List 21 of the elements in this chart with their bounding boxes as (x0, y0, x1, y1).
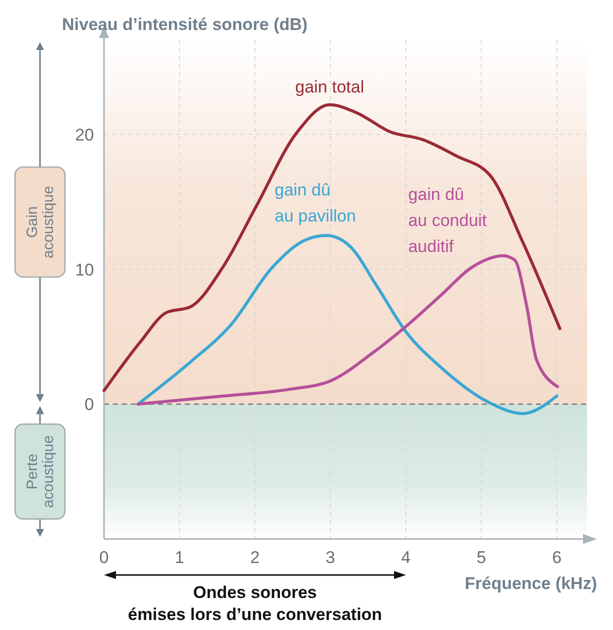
x-tick-label: 3 (326, 548, 336, 567)
y-tick-label: 10 (75, 260, 94, 280)
x-tick-label: 4 (401, 548, 411, 567)
line-series (136, 234, 558, 416)
line-series (102, 103, 562, 392)
y-axis-title: Niveau d’intensité sonore (dB) (62, 15, 308, 34)
line-series (136, 254, 560, 406)
x-axis-title: Fréquence (kHz) (464, 574, 597, 593)
text: Ondes sonores émises lors d’une conversation (128, 583, 382, 624)
y-tick-label: 0 (84, 395, 94, 414)
x-tick-label: 1 (174, 548, 184, 567)
series-label: gain dû au pavillon (274, 180, 356, 226)
y-tick-label: 20 (75, 125, 94, 144)
text: Perte acoustique (24, 435, 57, 508)
x-tick-label: 2 (250, 548, 260, 567)
text: Gain acoustique (24, 186, 57, 258)
series-label: gain total (295, 78, 364, 97)
x-tick-label: 6 (552, 548, 562, 567)
x-tick-label: 5 (476, 548, 486, 567)
x-tick-label: 0 (99, 548, 109, 567)
series-label: gain dû au conduit auditif (408, 184, 487, 256)
